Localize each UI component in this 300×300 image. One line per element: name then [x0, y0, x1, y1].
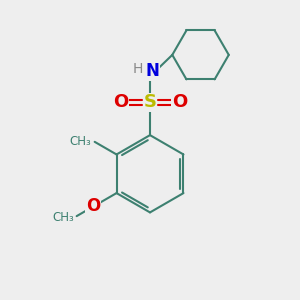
Text: CH₃: CH₃: [52, 211, 74, 224]
Text: H: H: [132, 62, 143, 76]
Text: N: N: [146, 62, 159, 80]
Text: S: S: [143, 93, 157, 111]
Text: CH₃: CH₃: [69, 135, 91, 148]
Text: O: O: [86, 197, 100, 215]
Text: O: O: [172, 93, 187, 111]
Text: O: O: [113, 93, 128, 111]
